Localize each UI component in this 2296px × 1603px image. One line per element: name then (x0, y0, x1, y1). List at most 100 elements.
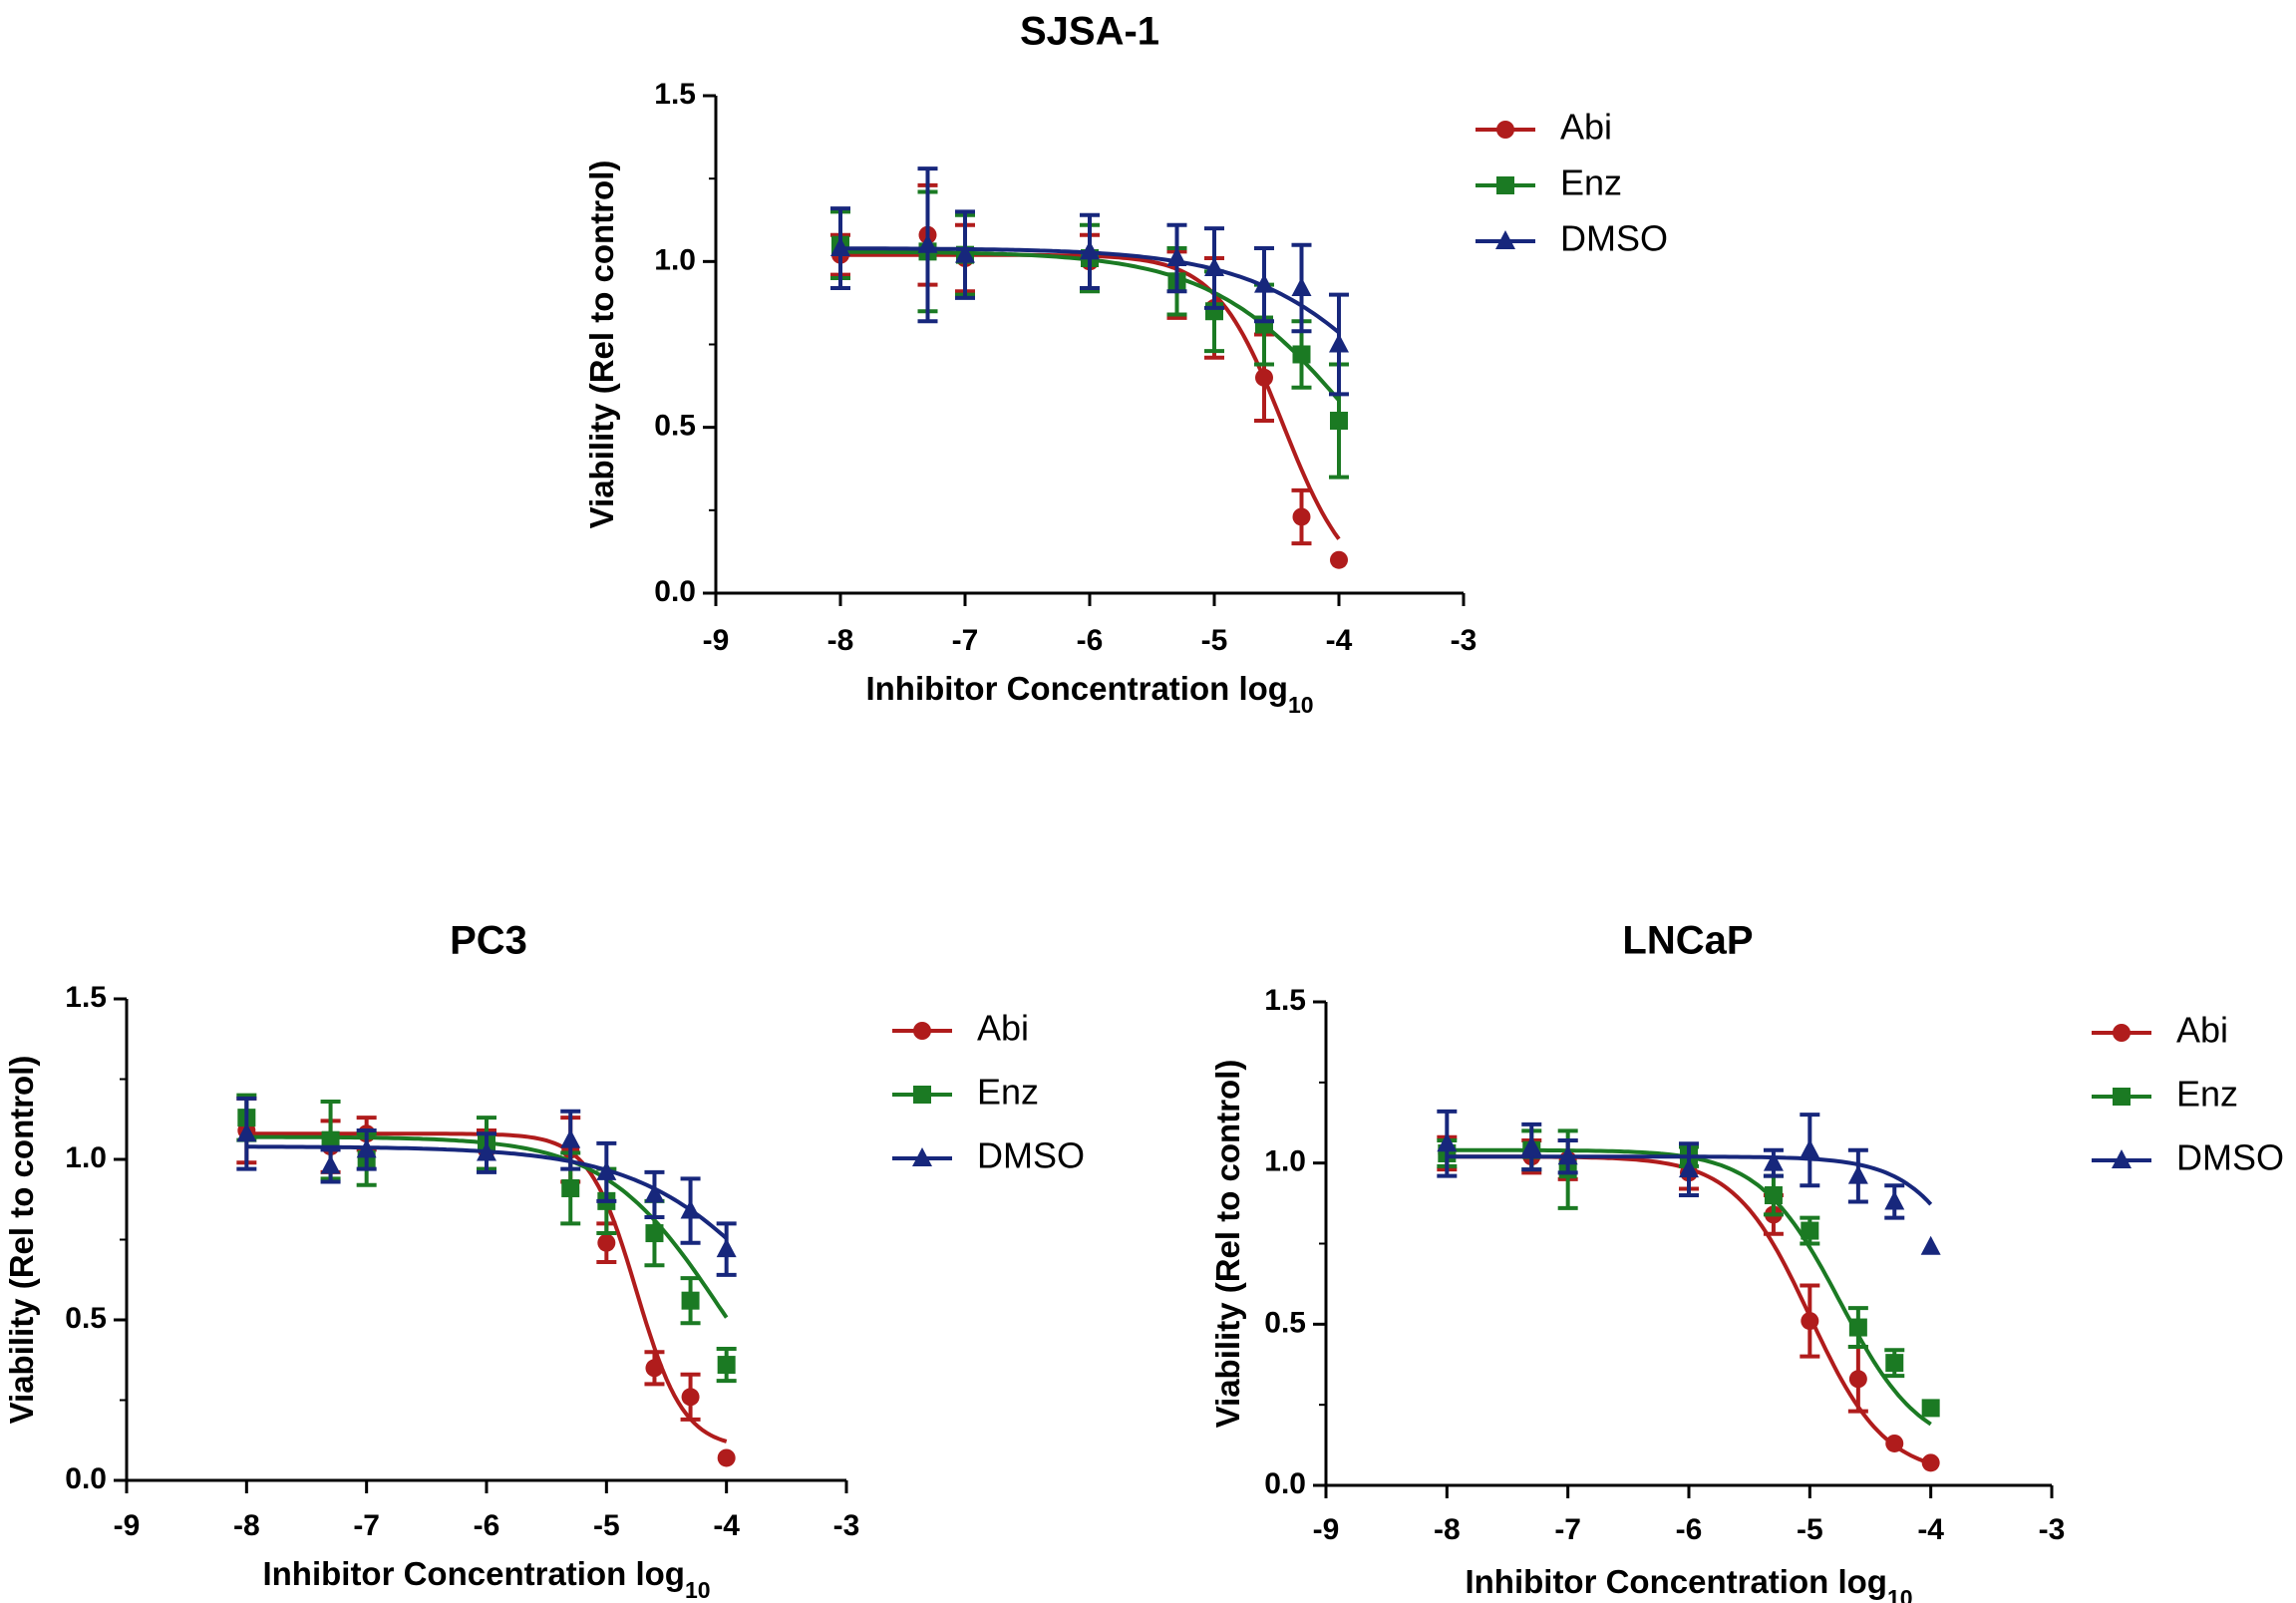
x-tick-label: -5 (1201, 624, 1228, 657)
legend-marker-dmso (2112, 1149, 2132, 1168)
data-point-enz (1885, 1354, 1904, 1373)
legend-marker-dmso (912, 1147, 932, 1166)
x-tick-label: -8 (233, 1509, 260, 1542)
x-axis-label-subscript: 10 (1288, 692, 1314, 718)
x-tick-label: -6 (1077, 624, 1104, 657)
y-tick-label: 1.0 (1264, 1145, 1306, 1178)
legend-item-enz: Enz (2092, 1074, 2238, 1115)
x-axis-label-subscript: 10 (1887, 1585, 1913, 1603)
x-tick-label: -4 (1917, 1513, 1944, 1546)
y-tick-label: 1.5 (65, 981, 107, 1014)
chart-title: PC3 (450, 919, 527, 963)
data-point-abi (681, 1388, 700, 1407)
data-point-dmso (1679, 1158, 1699, 1178)
y-tick-label: 0.0 (65, 1462, 107, 1495)
legend-item-enz: Enz (1476, 162, 1622, 203)
x-axis-label: Inhibitor Concentration log10 (865, 670, 1313, 718)
legend-item-abi: Abi (1476, 107, 1612, 148)
x-tick-label: -8 (827, 624, 854, 657)
y-tick-label: 0.0 (1264, 1467, 1306, 1500)
legend-label: DMSO (977, 1135, 1085, 1176)
data-point-enz (1330, 412, 1348, 431)
data-point-dmso (644, 1183, 665, 1203)
legend-label: Enz (1560, 162, 1622, 203)
legend-marker-enz (913, 1086, 931, 1104)
legend-item-abi: Abi (2092, 1010, 2228, 1051)
data-point-enz (321, 1130, 340, 1149)
data-point-abi (1801, 1312, 1819, 1331)
x-tick-label: -4 (1326, 624, 1353, 657)
x-tick-label: -9 (114, 1509, 141, 1542)
data-point-dmso (1329, 333, 1349, 353)
x-tick-label: -6 (474, 1509, 500, 1542)
x-tick-label: -7 (952, 624, 979, 657)
legend-label: Abi (2176, 1010, 2228, 1051)
data-point-enz (681, 1291, 700, 1310)
data-point-enz (1801, 1221, 1819, 1240)
chart-title: LNCaP (1622, 919, 1753, 963)
legend-label: DMSO (2176, 1137, 2284, 1178)
data-point-abi (1885, 1434, 1904, 1452)
data-point-dmso (596, 1160, 617, 1180)
data-point-dmso (1847, 1164, 1868, 1184)
data-point-dmso (1437, 1132, 1458, 1152)
y-tick-label: 0.5 (65, 1302, 107, 1335)
y-tick-label: 1.5 (1264, 984, 1306, 1017)
x-tick-label: -5 (1797, 1513, 1823, 1546)
data-point-dmso (477, 1141, 496, 1161)
data-point-enz (717, 1356, 736, 1375)
y-tick-label: 0.5 (1264, 1306, 1306, 1339)
data-point-enz (561, 1178, 580, 1197)
legend-marker-dmso (1495, 230, 1515, 249)
data-point-dmso (680, 1199, 701, 1219)
data-point-enz (645, 1224, 664, 1243)
x-tick-label: -3 (1451, 624, 1477, 657)
legend-marker-abi (913, 1022, 931, 1040)
data-point-dmso (1557, 1145, 1578, 1165)
series-dmso (236, 1096, 737, 1277)
x-tick-label: -9 (1313, 1513, 1340, 1546)
x-axis-label: Inhibitor Concentration log10 (1465, 1563, 1912, 1603)
legend-item-abi: Abi (892, 1008, 1029, 1049)
chart-lncap: LNCaP -9 -8 -7 -6 -5 -4 -3 0.0 0.5 1.0 1.5 Inhibitor… (1209, 919, 2284, 1603)
data-point-dmso (917, 233, 938, 253)
data-point-enz (1848, 1318, 1867, 1337)
data-point-dmso (1080, 240, 1100, 260)
legend-item-dmso: DMSO (1476, 218, 1668, 259)
x-tick-label: -7 (353, 1509, 380, 1542)
chart-sjsa-1: SJSA-1 -9 -8 -7 -6 -5 -4 -3 0.0 0.5 1.0 1.5 Inhibito… (583, 10, 1668, 718)
data-point-dmso (356, 1138, 377, 1158)
legend-label: Abi (977, 1008, 1029, 1049)
x-axis-label-subscript: 10 (685, 1577, 711, 1603)
legend-item-dmso: DMSO (2092, 1137, 2284, 1178)
data-point-dmso (236, 1122, 257, 1142)
x-tick-label: -9 (703, 624, 730, 657)
series-dmso (1437, 1109, 1941, 1255)
data-point-enz (1292, 345, 1311, 364)
legend-item-dmso: DMSO (892, 1135, 1085, 1176)
series-dmso (830, 166, 1349, 397)
data-point-dmso (1920, 1235, 1941, 1255)
legend-marker-abi (2113, 1024, 2131, 1042)
legend-label: Abi (1560, 107, 1612, 148)
data-point-dmso (1204, 256, 1224, 276)
y-tick-label: 0.0 (654, 575, 696, 608)
data-point-dmso (1521, 1135, 1542, 1155)
x-axis-label: Inhibitor Concentration log10 (262, 1555, 710, 1603)
data-point-abi (1292, 507, 1311, 526)
data-point-abi (645, 1359, 664, 1378)
x-tick-label: -4 (713, 1509, 740, 1542)
y-tick-label: 0.5 (654, 410, 696, 443)
y-axis-label: Viability (Rel to control) (1209, 1060, 1246, 1429)
data-point-dmso (1763, 1151, 1784, 1171)
data-point-dmso (1166, 247, 1187, 267)
x-tick-label: -6 (1676, 1513, 1703, 1546)
y-tick-label: 1.0 (65, 1141, 107, 1174)
data-point-abi (597, 1233, 616, 1252)
data-point-abi (1921, 1453, 1940, 1472)
data-point-abi (717, 1448, 736, 1467)
legend-label: Enz (977, 1072, 1039, 1113)
x-tick-label: -5 (593, 1509, 620, 1542)
data-point-enz (1764, 1186, 1783, 1204)
